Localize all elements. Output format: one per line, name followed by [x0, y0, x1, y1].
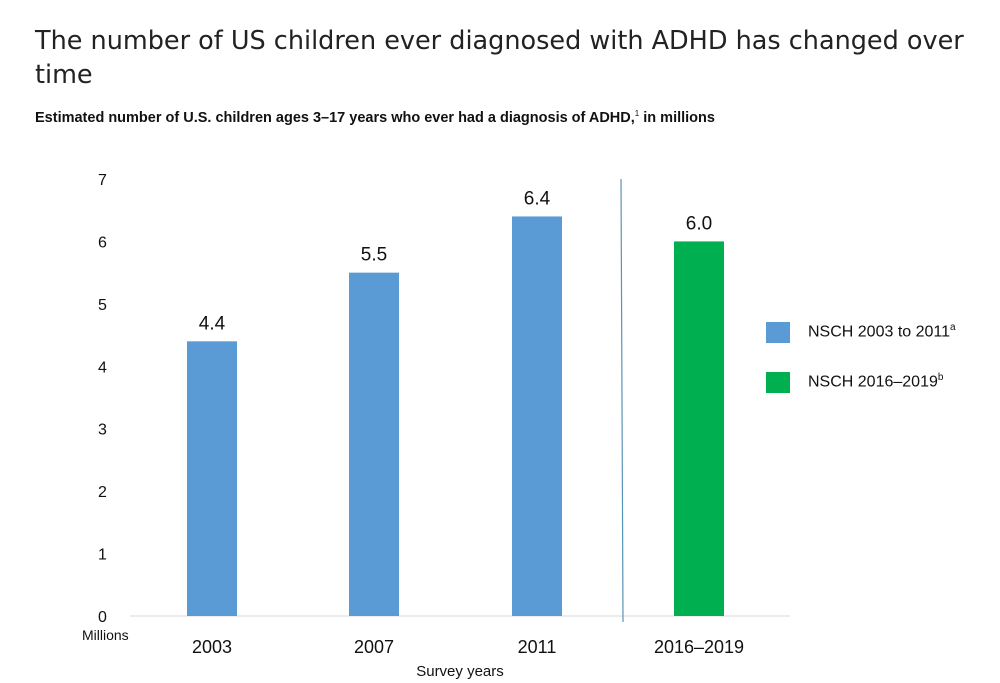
- legend-swatch-nsch-2016-2019: [766, 372, 790, 393]
- subtitle-text: Estimated number of U.S. children ages 3…: [35, 109, 635, 126]
- series-divider: [620, 178, 624, 623]
- x-tick-label-2003: 2003: [192, 637, 232, 657]
- y-tick-label-0: 0: [98, 609, 107, 626]
- x-tick-label-2007: 2007: [354, 637, 394, 657]
- chart-subtitle: Estimated number of U.S. children ages 3…: [35, 109, 975, 126]
- bar-2011: [512, 216, 562, 616]
- subtitle-footnote: 1: [634, 109, 640, 118]
- bar-2007: [349, 272, 399, 616]
- y-tick-label-1: 1: [98, 547, 107, 564]
- subtitle-suffix: in millions: [639, 109, 715, 126]
- data-label-2003: 4.4: [199, 313, 226, 334]
- legend-swatch-nsch-2003-2011: [766, 322, 790, 343]
- y-tick-label-6: 6: [98, 234, 107, 251]
- legend-label-nsch-2016-2019: NSCH 2016–2019b: [808, 372, 944, 391]
- x-tick-label-2016–2019: 2016–2019: [654, 637, 744, 657]
- y-tick-label-2: 2: [98, 484, 107, 501]
- y-axis-label: Millions: [82, 627, 129, 643]
- data-label-2007: 5.5: [361, 245, 387, 266]
- chart-title: The number of US children ever diagnosed…: [35, 26, 964, 90]
- y-tick-label-4: 4: [98, 359, 107, 376]
- bar-2016–2019: [674, 241, 724, 616]
- x-axis-label: Survey years: [416, 663, 504, 680]
- y-tick-label-3: 3: [98, 422, 107, 439]
- x-tick-label-2011: 2011: [518, 637, 557, 657]
- data-label-2016–2019: 6.0: [686, 213, 712, 234]
- bar-2003: [187, 341, 237, 616]
- data-label-2011: 6.4: [524, 188, 551, 209]
- y-tick-label-5: 5: [98, 297, 107, 314]
- legend-label-nsch-2003-2011: NSCH 2003 to 2011a: [808, 322, 956, 341]
- y-tick-label-7: 7: [98, 172, 107, 189]
